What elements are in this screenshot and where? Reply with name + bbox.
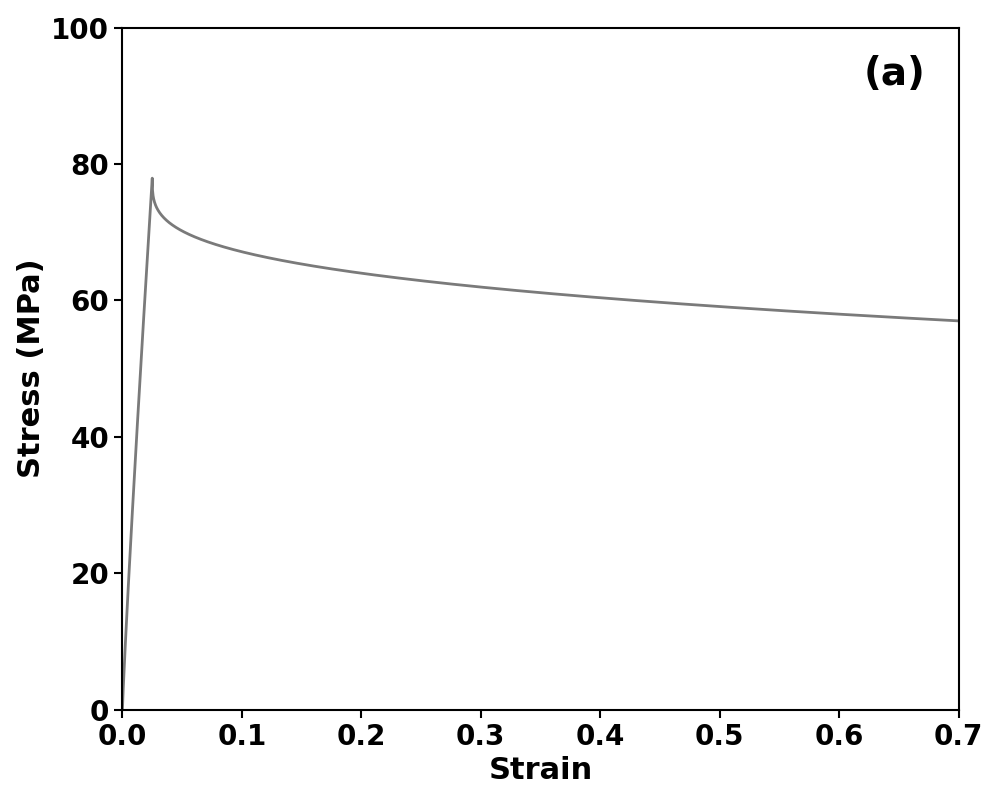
Text: (a): (a) xyxy=(863,55,925,93)
Y-axis label: Stress (MPa): Stress (MPa) xyxy=(17,259,46,479)
X-axis label: Strain: Strain xyxy=(488,756,593,785)
